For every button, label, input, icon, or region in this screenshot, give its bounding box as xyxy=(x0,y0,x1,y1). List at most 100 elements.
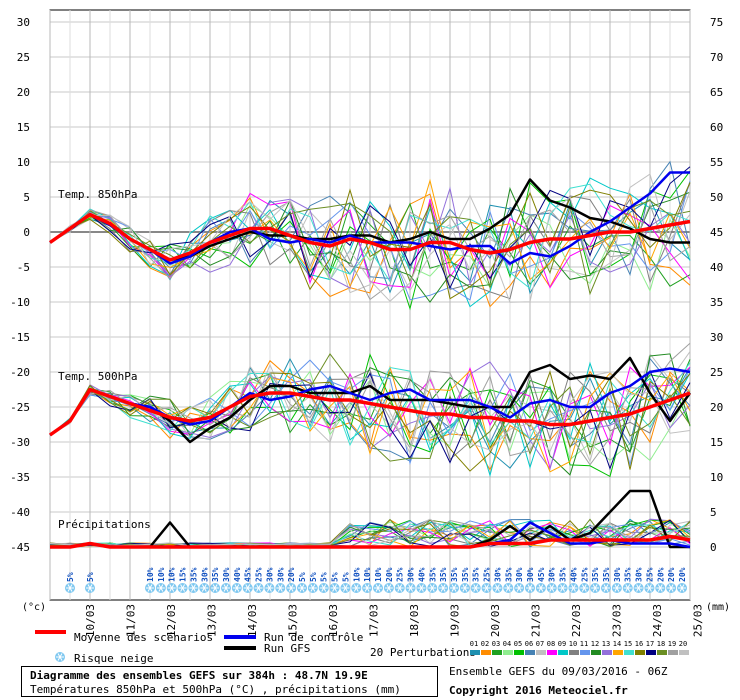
right-tick-label: 35 xyxy=(710,296,723,309)
snowflake-arm xyxy=(169,584,175,592)
legend-snow-label: Risque neige xyxy=(74,652,153,665)
snowflake-arm xyxy=(180,584,186,592)
snowflake-icon xyxy=(601,583,611,593)
snowflake-arm xyxy=(657,584,663,592)
snow-risk-label: 40% xyxy=(233,567,242,582)
snowflake-icon xyxy=(655,583,666,593)
snowflake-icon xyxy=(535,583,546,593)
perturbation-line xyxy=(49,173,691,303)
legend-control-label: Run de contrôle xyxy=(264,631,363,644)
snowflake-arm xyxy=(266,584,272,592)
snowflake-icon xyxy=(318,583,329,593)
snowflake-arm xyxy=(256,584,262,592)
snowflake-icon xyxy=(525,583,535,593)
perturbation-number: 04 xyxy=(503,640,511,648)
legend-snowflake-icon xyxy=(55,652,65,662)
right-tick-label: 40 xyxy=(710,261,723,274)
snow-risk-label: 35% xyxy=(559,567,568,582)
snow-risk-label: 10% xyxy=(363,567,372,582)
perturbation-line xyxy=(49,369,691,473)
date-tick-label: 22/03 xyxy=(570,604,583,637)
snowflake-arm xyxy=(429,584,435,592)
snowflake-arm xyxy=(212,584,218,592)
snowflake-icon xyxy=(297,583,307,593)
snow-risk-label: 40% xyxy=(417,567,426,582)
snowflake-arm xyxy=(603,584,609,592)
perturbation-swatch xyxy=(481,650,491,655)
snowflake-icon xyxy=(611,583,622,593)
perturbation-number: 05 xyxy=(514,640,522,648)
snow-risk-label: 5% xyxy=(320,572,329,582)
snow-risk-label: 35% xyxy=(591,567,600,582)
snowflake-icon xyxy=(65,583,75,593)
left-tick-label: -35 xyxy=(10,471,30,484)
snowflake-arm xyxy=(505,584,511,592)
snowflake-icon xyxy=(546,583,557,593)
legend: Moyenne des scénarios Run de contrôleRun … xyxy=(35,630,689,665)
right-tick-label: 20 xyxy=(710,401,723,414)
snowflake-arm xyxy=(190,584,196,592)
perturbation-swatch xyxy=(503,650,513,655)
snowflake-arm xyxy=(342,584,348,592)
perturbation-line xyxy=(49,199,691,296)
snow-risk-label: 35% xyxy=(189,567,198,582)
snowflake-icon xyxy=(351,583,362,593)
perturbation-swatch xyxy=(569,650,579,655)
snow-risk-label: 35% xyxy=(211,567,220,582)
perturbation-swatch xyxy=(525,650,535,655)
date-tick-label: 23/03 xyxy=(611,604,624,637)
left-tick-label: 10 xyxy=(17,156,30,169)
snowflake-icon xyxy=(666,583,677,593)
perturbation-number: 14 xyxy=(613,640,621,648)
snow-risk-label: 35% xyxy=(428,567,437,582)
date-tick-label: 10/03 xyxy=(84,604,97,637)
snowflake-arm xyxy=(310,584,316,592)
snow-risk-label: 10% xyxy=(374,567,383,582)
snowflake-icon xyxy=(166,583,177,593)
snowflake-arm xyxy=(321,584,327,592)
snowflake-icon xyxy=(286,583,297,593)
snow-risk-label: 5% xyxy=(66,572,75,582)
snow-risk-label: 25% xyxy=(483,567,492,582)
perturbation-line xyxy=(49,192,691,289)
date-tick-label: 19/03 xyxy=(449,604,462,637)
snowflake-icon xyxy=(231,583,242,593)
perturbation-swatch xyxy=(536,650,546,655)
perturbation-number: 13 xyxy=(602,640,610,648)
chart-grid xyxy=(49,9,691,601)
perturbation-swatch xyxy=(514,650,524,655)
left-tick-label: 25 xyxy=(17,51,30,64)
snowflake-arm xyxy=(625,584,631,592)
snowflake-arm xyxy=(538,584,544,592)
series-line xyxy=(48,387,691,437)
snowflake-arm xyxy=(158,584,164,592)
left-tick-label: -25 xyxy=(10,401,30,414)
right-tick-label: 75 xyxy=(710,16,723,29)
perturbation-line xyxy=(49,186,691,289)
footer-subtitle: Températures 850hPa et 500hPa (°C) , pré… xyxy=(30,683,401,696)
snowflake-icon xyxy=(85,583,95,593)
snow-risk-label: 35% xyxy=(602,567,611,582)
date-tick-label: 14/03 xyxy=(246,604,259,637)
snowflake-arm xyxy=(679,584,685,592)
ensemble-run: Ensemble GEFS du 09/03/2016 - 06Z xyxy=(449,665,668,678)
snowflake-arm xyxy=(353,584,359,592)
perturbation-line xyxy=(49,353,691,462)
left-tick-label: -30 xyxy=(10,436,30,449)
snowflake-arm xyxy=(614,584,620,592)
snow-risk-label: 30% xyxy=(276,567,285,582)
snowflake-arm xyxy=(288,584,294,592)
snowflake-arm xyxy=(364,584,370,592)
snow-risk-label: 10% xyxy=(168,567,177,582)
snowflake-icon xyxy=(449,583,459,593)
snowflake-arm xyxy=(223,584,229,592)
legend-mean-label: Moyenne des scénarios xyxy=(74,631,213,644)
snowflake-icon xyxy=(177,583,188,593)
snowflake-icon xyxy=(253,583,264,593)
right-tick-label: 15 xyxy=(710,436,723,449)
right-axis-unit: (mm) xyxy=(706,602,730,613)
perturbation-line xyxy=(49,365,691,455)
snow-risk-label: 35% xyxy=(450,567,459,582)
snow-risk-label: 30% xyxy=(265,567,274,582)
